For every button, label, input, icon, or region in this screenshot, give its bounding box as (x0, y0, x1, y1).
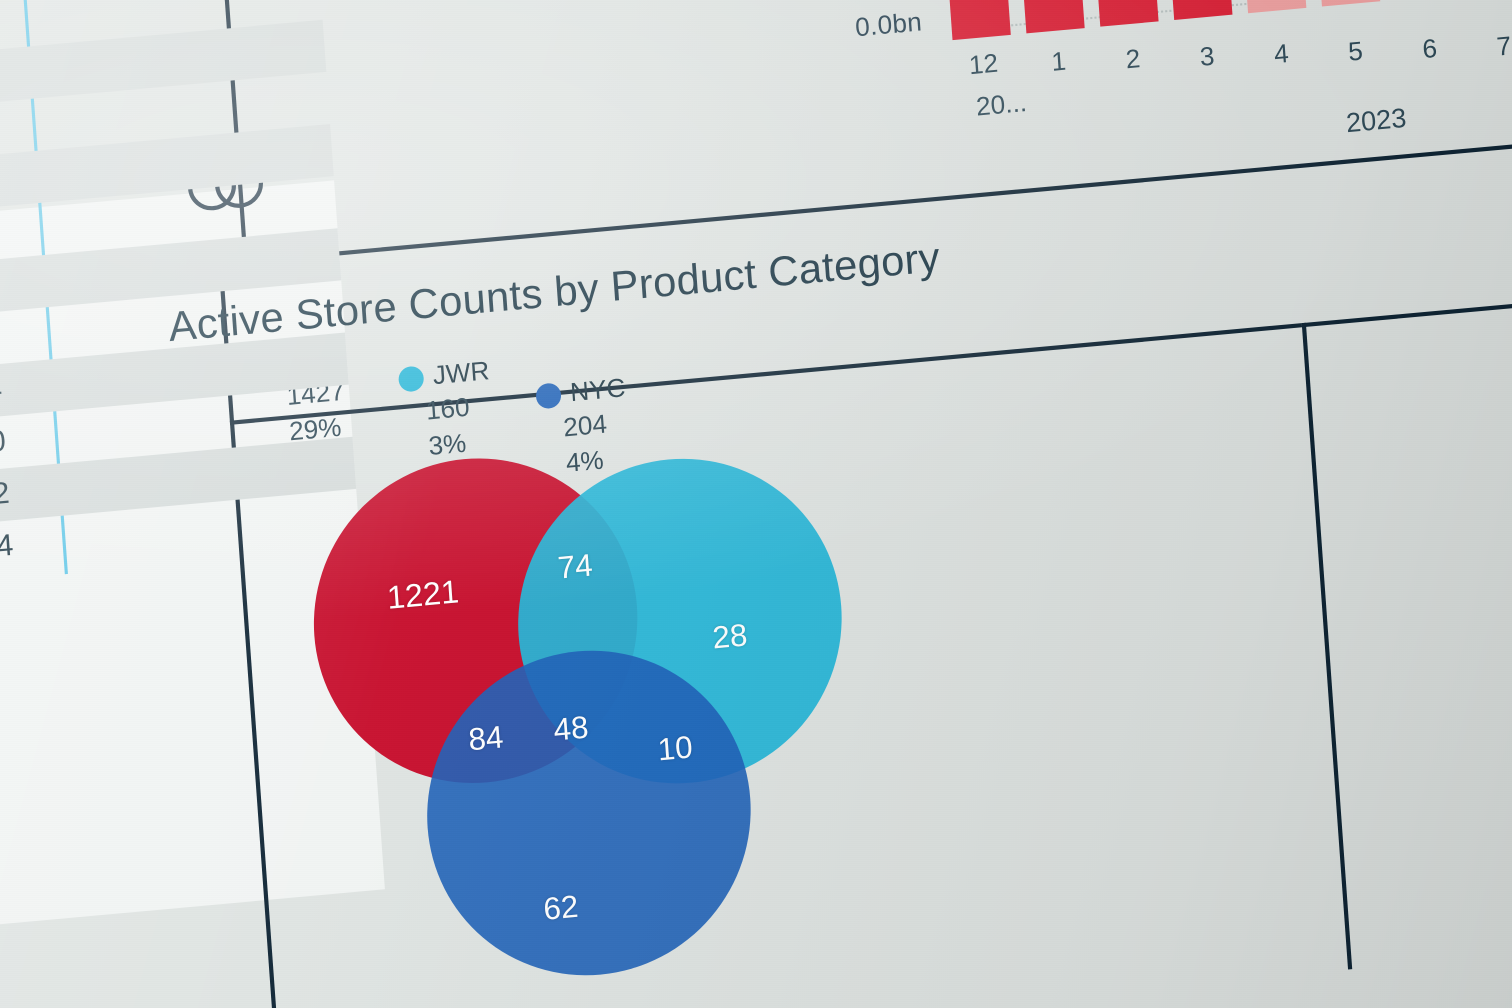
chart-x-tick-0: 12 (967, 48, 1000, 81)
table-cell-category: CMV12 (0, 476, 11, 520)
bar-segment-red (1098, 0, 1159, 27)
bar-segment-red (1171, 0, 1233, 20)
table-cell-category: CMV04 (0, 372, 4, 415)
venn-diagram[interactable]: 1221 28 62 74 84 10 48 (302, 425, 882, 996)
venn-value-nyc-only: 62 (542, 889, 580, 928)
legend-percent-jwr: 3% (427, 428, 468, 462)
chart-x-tick-5: 5 (1347, 36, 1364, 67)
table-cell-category: CMV10 (0, 424, 7, 467)
venn-value-cm-jwr: 74 (556, 548, 594, 586)
chart-x-tick-6: 6 (1421, 33, 1439, 65)
bar-2[interactable] (1095, 0, 1159, 27)
venn-value-jwr-only: 28 (711, 618, 749, 656)
bar-4[interactable] (1231, 0, 1307, 14)
chart-y-tick-lower: 0.0bn (854, 7, 923, 43)
divider-table-top (1301, 277, 1512, 328)
bar-3[interactable] (1166, 0, 1233, 20)
chart-x-tick-1: 1 (1050, 46, 1068, 78)
table-body: CMCCMC04CMC10CMC12CMC24CMC3CMVCMV04CMV10… (0, 19, 357, 571)
chart-x-axis-year: 2023 (1344, 101, 1408, 139)
bar-segment-pink (1320, 0, 1381, 7)
bar-5[interactable] (1306, 0, 1381, 7)
legend-name-jwr: JWR (431, 356, 491, 391)
venn-value-jwr-nyc: 10 (656, 730, 694, 768)
chart-x-tick-7: 7 (1495, 31, 1512, 62)
bar-1[interactable] (1020, 0, 1085, 34)
table-cell-category: CMV24 (0, 528, 15, 572)
bar-segment-red (1024, 0, 1085, 34)
bar-segment-pink (1246, 0, 1307, 14)
venn-value-all-three: 48 (552, 710, 590, 748)
venn-value-cm-only: 1221 (385, 573, 461, 617)
legend-name-nyc: NYC (569, 373, 627, 408)
legend-dot-nyc (535, 382, 562, 410)
venn-value-cm-nyc: 84 (467, 720, 505, 758)
legend-count-jwr: 160 (425, 392, 471, 426)
chart-x-tick-2: 2 (1124, 44, 1142, 75)
legend-count-nyc: 204 (562, 409, 608, 443)
legend-dot-jwr (397, 365, 425, 393)
chart-x-tick-3: 3 (1198, 41, 1216, 73)
chart-x-axis-sub: 20... (975, 88, 1028, 122)
bar-segment-red (949, 0, 1011, 41)
bar-12[interactable] (941, 0, 1011, 41)
chart-x-tick-4: 4 (1273, 39, 1290, 70)
